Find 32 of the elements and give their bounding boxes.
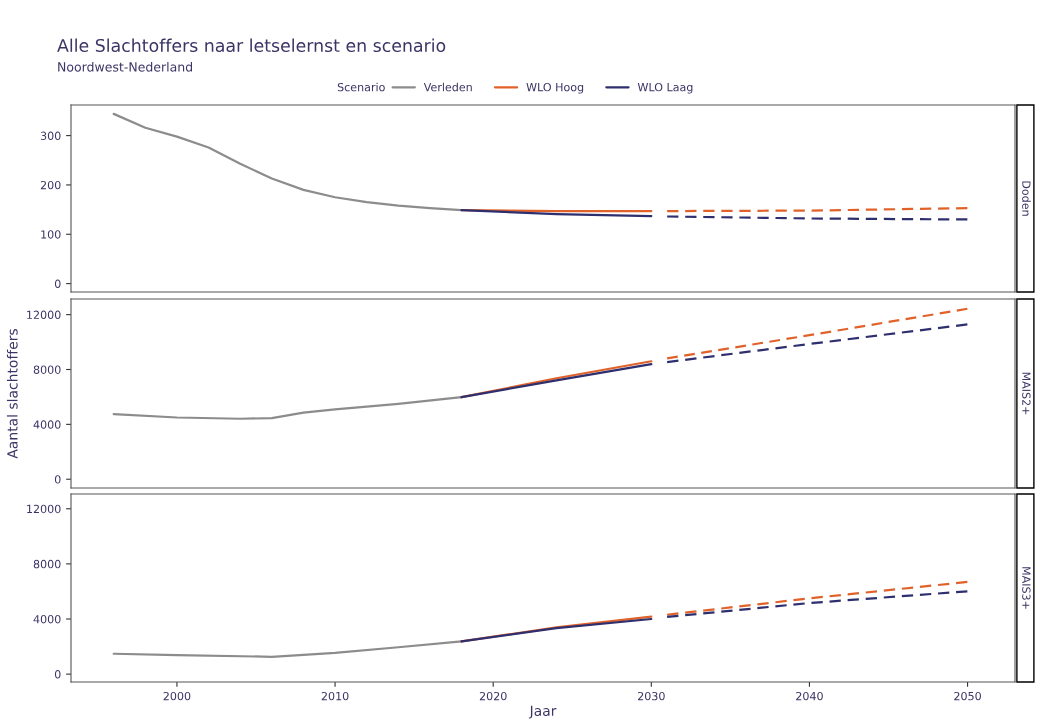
line-series bbox=[112, 640, 463, 658]
x-axis-title: Jaar bbox=[528, 705, 557, 719]
y-tick-label: 300 bbox=[40, 131, 61, 140]
x-tick-label: 2030 bbox=[637, 691, 665, 701]
y-tick-label: 0 bbox=[54, 279, 61, 288]
y-tick-label: 0 bbox=[54, 475, 61, 484]
text: MAIS2+ bbox=[1022, 372, 1031, 415]
x-tick-label: 2050 bbox=[954, 691, 981, 701]
x-tick-label: 2000 bbox=[163, 691, 191, 701]
y-tick-label: 0 bbox=[54, 670, 61, 679]
text: Doden bbox=[1022, 181, 1031, 216]
y-tick-label: 12000 bbox=[27, 504, 61, 514]
legend-label: WLO Laag bbox=[637, 82, 693, 94]
y-tick-label: 8000 bbox=[33, 365, 61, 374]
y-tick-label: 4000 bbox=[33, 420, 61, 429]
legend-label: WLO Hoog bbox=[526, 82, 584, 94]
chart-subtitle: Noordwest-Nederland bbox=[58, 61, 192, 72]
legend-title: Scenario bbox=[337, 82, 385, 92]
y-tick-label: 4000 bbox=[33, 614, 61, 624]
chart-title: Alle Slachtoffers naar letselernst en scenario bbox=[57, 38, 446, 53]
x-tick-label: 2040 bbox=[796, 691, 823, 701]
text: MAIS3+ bbox=[1022, 567, 1031, 609]
y-axis-title: Aantal slachtoffers bbox=[6, 329, 18, 459]
y-tick-label: 100 bbox=[41, 230, 61, 239]
y-tick-label: 8000 bbox=[33, 559, 61, 569]
x-tick-label: 2010 bbox=[321, 691, 349, 701]
line-series bbox=[112, 112, 463, 212]
y-tick-label: 12000 bbox=[27, 310, 61, 320]
y-tick-label: 200 bbox=[40, 180, 61, 190]
legend-label: Verleden bbox=[423, 82, 472, 92]
x-tick-label: 2020 bbox=[479, 691, 507, 701]
line-series bbox=[112, 396, 463, 420]
